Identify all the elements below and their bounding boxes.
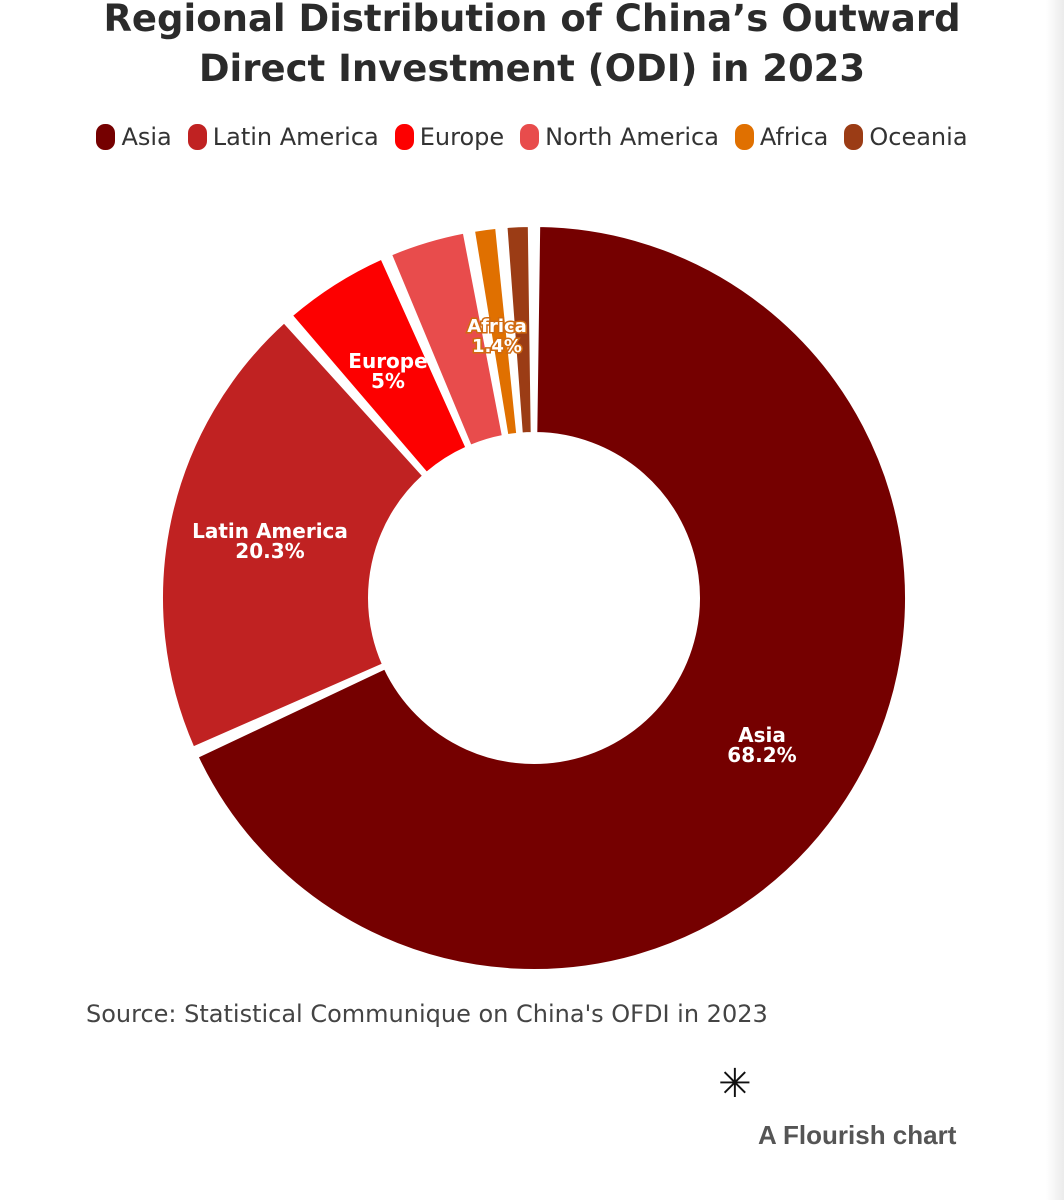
legend-item-africa[interactable]: Africa	[734, 122, 829, 152]
legend-label-north-america: North America	[545, 123, 719, 151]
legend-swatch-north-america	[520, 124, 540, 150]
legend-item-asia[interactable]: Asia	[96, 122, 172, 152]
donut-slice-europe[interactable]	[290, 257, 468, 475]
slice-label-name-europe: Europe	[348, 349, 427, 373]
slice-label-name-asia: Asia	[738, 723, 786, 747]
flourish-credit-link[interactable]: A Flourish chart	[758, 1120, 957, 1150]
donut-slice-north-america[interactable]	[389, 231, 505, 447]
legend-label-africa: Africa	[759, 123, 829, 151]
donut-slice-latin-america[interactable]	[161, 321, 425, 749]
legend-swatch-europe	[394, 124, 414, 150]
slice-label-name-latin-america: Latin America	[192, 519, 348, 543]
chart-title-line-2: Direct Investment (ODI) in 2023	[198, 47, 866, 90]
slice-label-value-asia: 68.2%	[727, 743, 796, 767]
legend-swatch-africa	[734, 124, 754, 150]
legend-item-latin-america[interactable]: Latin America	[187, 122, 379, 152]
slice-label-value-europe: 5%	[371, 369, 405, 393]
slice-label-value-africa: 1.4%	[472, 336, 522, 357]
legend-item-north-america[interactable]: North America	[520, 122, 719, 152]
legend-label-oceania: Oceania	[869, 123, 968, 151]
donut-slice-asia[interactable]	[196, 225, 907, 971]
legend-label-asia: Asia	[121, 123, 172, 151]
legend-label-europe: Europe	[419, 123, 505, 151]
donut-slice-oceania[interactable]	[505, 225, 533, 435]
legend-swatch-latin-america	[187, 124, 207, 150]
slice-label-name-africa: Africa	[467, 316, 527, 337]
slice-label-value-latin-america: 20.3%	[235, 539, 304, 563]
source-note: Source: Statistical Communique on China'…	[86, 1000, 768, 1028]
legend-item-europe[interactable]: Europe	[394, 122, 505, 152]
legend-label-latin-america: Latin America	[212, 123, 379, 151]
flourish-logo-icon: ✳	[718, 1061, 752, 1107]
chart-title-line-1: Regional Distribution of China’s Outward	[103, 0, 961, 40]
legend-item-oceania[interactable]: Oceania	[844, 122, 968, 152]
page-edge-shadow	[1046, 0, 1064, 1200]
chart-title: Regional Distribution of China’s Outward…	[0, 0, 1064, 94]
donut-slice-africa[interactable]	[472, 226, 519, 437]
legend-swatch-asia	[96, 124, 116, 150]
legend: Asia Latin America Europe North America …	[90, 122, 974, 152]
legend-swatch-oceania	[844, 124, 864, 150]
